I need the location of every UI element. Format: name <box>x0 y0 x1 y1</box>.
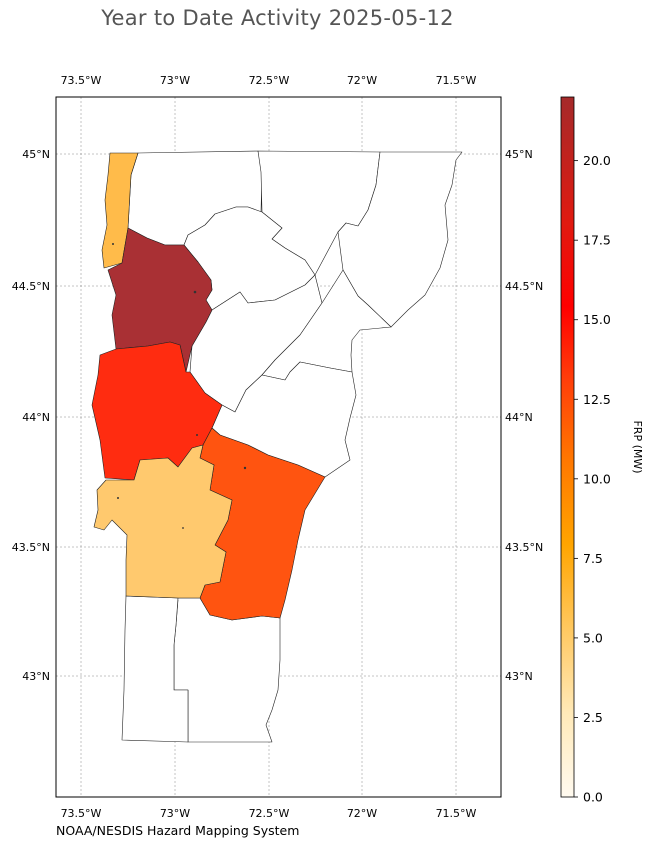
longitude-tick-label-top: 71.5°W <box>436 74 477 87</box>
longitude-tick-label-top: 72°W <box>347 74 377 87</box>
longitude-tick-label-bottom: 71.5°W <box>436 807 477 820</box>
county-shape[interactable] <box>337 151 463 328</box>
colorbar-tick-label: 17.5 <box>583 233 611 248</box>
county-shape[interactable] <box>121 595 189 743</box>
colorbar-tick-label: 20.0 <box>583 153 611 168</box>
fire-detection-point <box>243 466 247 470</box>
longitude-tick-label-top: 73°W <box>160 74 190 87</box>
plot-frame <box>55 96 502 798</box>
colorbar-tick-label: 7.5 <box>583 551 603 566</box>
longitude-tick-label-top: 73.5°W <box>61 74 102 87</box>
colorbar-tick-label: 12.5 <box>583 392 611 407</box>
colorbar-ticks: 0.0 2.5 5.0 7.5 10.0 12.5 15.0 17.5 20.0 <box>574 153 611 805</box>
colorbar-tick-label: 15.0 <box>583 312 611 327</box>
colorbar-tick-label: 2.5 <box>583 710 603 725</box>
fire-detection-point <box>112 243 114 245</box>
longitude-tick-label-bottom: 72°W <box>347 807 377 820</box>
latitude-tick-label-right: 45°N <box>505 148 533 161</box>
longitude-tick-label-bottom: 73.5°W <box>61 807 102 820</box>
latitude-tick-label-right: 44.5°N <box>505 280 543 293</box>
latitude-tick-label-left: 44.5°N <box>12 280 50 293</box>
colorbar-tick-label: 5.0 <box>583 630 603 645</box>
colorbar-tick-label: 0.0 <box>583 790 603 805</box>
county-shape[interactable] <box>107 227 213 373</box>
fire-detection-point <box>193 290 197 294</box>
axis-tick-labels: 73.5°W 73.5°W 73°W 73°W 72.5°W 72.5°W 72°W 72°W… <box>12 74 543 820</box>
county-layer <box>91 150 463 743</box>
longitude-tick-label-top: 72.5°W <box>249 74 290 87</box>
fire-detection-point <box>196 434 198 436</box>
latitude-tick-label-right: 43.5°N <box>505 541 543 554</box>
latitude-tick-label-left: 43.5°N <box>12 541 50 554</box>
longitude-tick-label-bottom: 73°W <box>160 807 190 820</box>
latitude-tick-label-left: 43°N <box>22 670 50 683</box>
source-credit: NOAA/NESDIS Hazard Mapping System <box>56 823 300 838</box>
fire-detections <box>112 243 247 529</box>
latitude-tick-label-left: 44°N <box>22 411 50 424</box>
fire-detection-point <box>182 527 184 529</box>
map-title: Year to Date Activity 2025-05-12 <box>101 6 454 30</box>
county-shape[interactable] <box>101 152 139 269</box>
colorbar: 0.0 2.5 5.0 7.5 10.0 12.5 15.0 17.5 20.0 FRP (MW… <box>560 96 644 805</box>
latitude-tick-label-left: 45°N <box>22 148 50 161</box>
colorbar-tick-label: 10.0 <box>583 471 611 486</box>
colorbar-gradient <box>560 96 575 798</box>
longitude-tick-label-bottom: 72.5°W <box>249 807 290 820</box>
county-shape[interactable] <box>93 444 233 599</box>
latitude-tick-label-right: 43°N <box>505 670 533 683</box>
colorbar-label: FRP (MW) <box>631 420 644 473</box>
fire-detection-point <box>117 497 119 499</box>
latitude-tick-label-right: 44°N <box>505 411 533 424</box>
